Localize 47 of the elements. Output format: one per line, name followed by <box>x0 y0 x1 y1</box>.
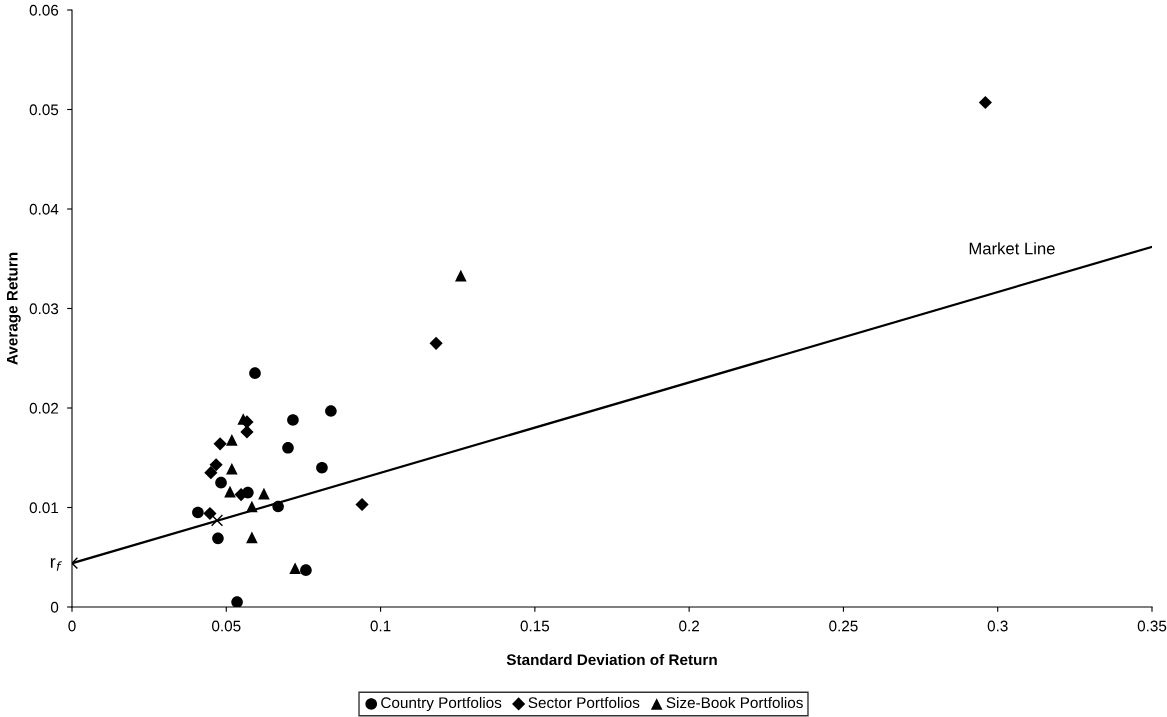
point <box>215 476 227 489</box>
y-tick-label: 0.03 <box>29 303 59 315</box>
annotation: Market Line <box>969 242 1055 255</box>
point <box>429 336 443 350</box>
point <box>226 434 238 446</box>
y-tick-label: 0.06 <box>29 4 59 16</box>
point <box>316 461 328 474</box>
legend-label: Size-Book Portfolios <box>666 696 803 709</box>
x-tick-label: 0.35 <box>1137 620 1167 632</box>
point <box>282 441 294 454</box>
point <box>246 531 258 544</box>
annotation: r$_{f}$ <box>50 558 62 571</box>
legend-label: Sector Portfolios <box>528 696 640 709</box>
point <box>203 506 217 521</box>
point <box>246 500 258 513</box>
legend-label: Country Portfolios <box>381 696 502 712</box>
x-tick-label: 0.3 <box>987 620 1008 632</box>
y-tick-label: 0.01 <box>29 502 59 514</box>
x-tick-label: 0.15 <box>520 620 550 632</box>
x-tick-label: 0 <box>68 620 76 632</box>
point <box>300 564 312 576</box>
y-tick-label: 0.02 <box>29 402 59 414</box>
point <box>231 596 243 607</box>
point <box>454 269 467 282</box>
point <box>212 532 224 545</box>
point <box>240 425 254 439</box>
point <box>325 405 337 417</box>
x-tick-label: 0.05 <box>212 620 241 632</box>
x-tick-label: 0.2 <box>679 620 699 632</box>
x-tick-label: 0.25 <box>829 620 858 632</box>
y-tick-label: 0.05 <box>29 104 59 116</box>
point <box>355 497 369 512</box>
point <box>272 500 284 513</box>
x-tick-label: 0.1 <box>370 620 391 632</box>
point <box>213 437 227 451</box>
y-axis-title: Average Return <box>6 252 21 365</box>
point <box>204 466 218 480</box>
y-tick-label: 0 <box>50 601 59 613</box>
y-tick-label: 0.04 <box>29 203 59 215</box>
point <box>978 95 992 110</box>
point <box>249 367 261 379</box>
point <box>287 414 299 426</box>
x-axis-title: Standard Deviation of Return <box>506 653 717 666</box>
point <box>289 562 301 574</box>
point <box>209 458 223 472</box>
point <box>192 506 204 519</box>
point <box>226 462 238 475</box>
